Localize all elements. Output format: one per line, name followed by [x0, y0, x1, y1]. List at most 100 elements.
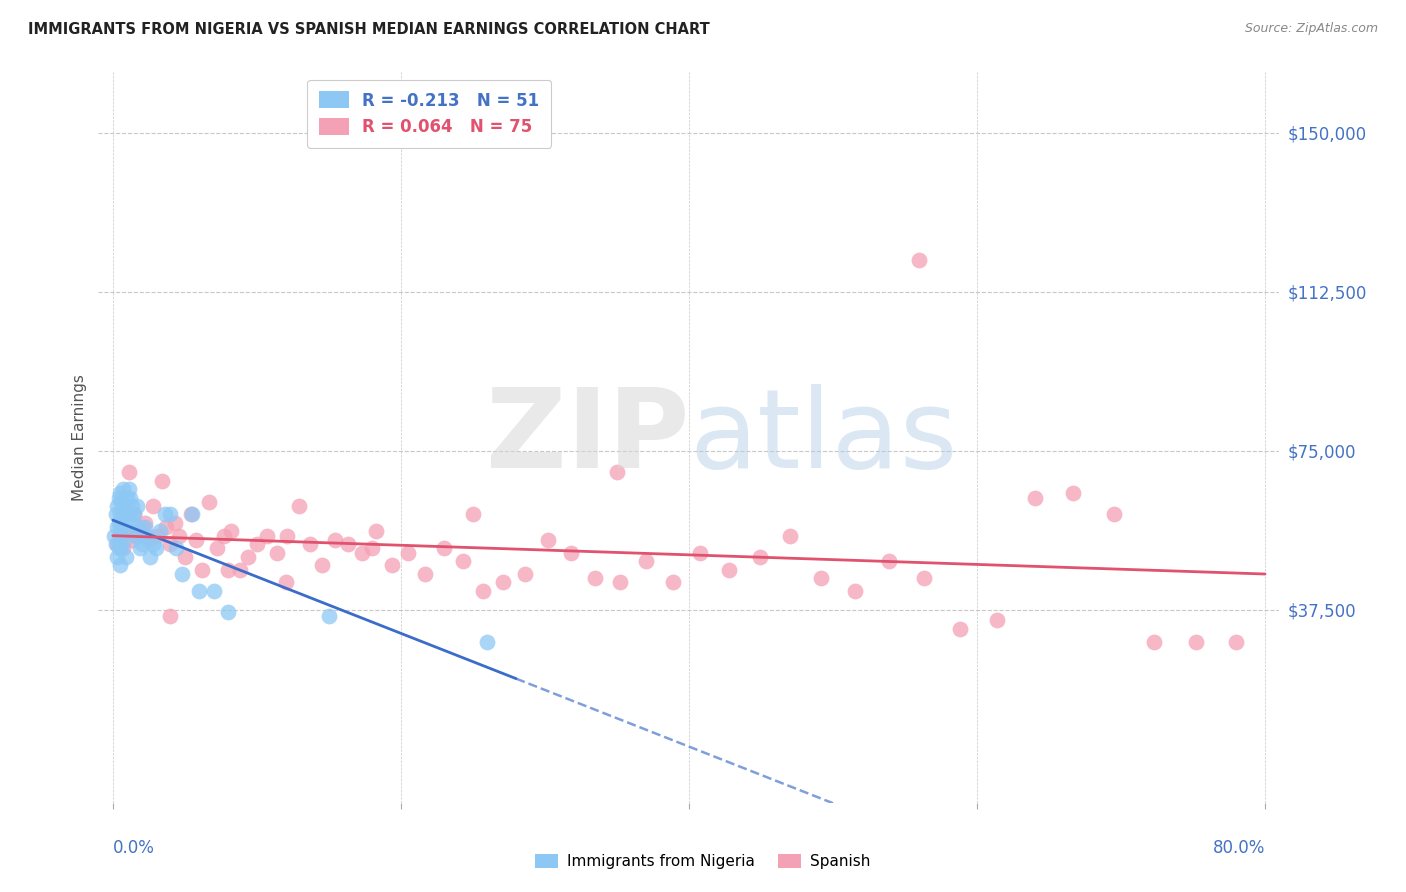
- Point: [256, 529, 278, 543]
- Point: [212, 529, 235, 543]
- Point: [779, 529, 801, 543]
- Point: [155, 520, 177, 534]
- Point: [112, 499, 135, 513]
- Legend: R = -0.213   N = 51, R = 0.064   N = 75: R = -0.213 N = 51, R = 0.064 N = 75: [308, 79, 551, 148]
- Point: [718, 563, 741, 577]
- Point: [112, 533, 135, 547]
- Point: [949, 622, 972, 636]
- Point: [108, 529, 131, 543]
- Point: [609, 575, 631, 590]
- Point: [104, 508, 127, 522]
- Point: [125, 529, 148, 543]
- Point: [986, 614, 1008, 628]
- Point: [107, 491, 129, 505]
- Point: [118, 465, 141, 479]
- Point: [217, 605, 239, 619]
- Point: [105, 499, 128, 513]
- Point: [748, 549, 770, 564]
- Point: [131, 520, 153, 534]
- Point: [1024, 491, 1046, 505]
- Point: [121, 499, 143, 513]
- Point: [124, 508, 146, 522]
- Point: [472, 583, 495, 598]
- Point: [238, 549, 260, 564]
- Point: [451, 554, 474, 568]
- Point: [124, 508, 146, 522]
- Point: [122, 516, 145, 530]
- Point: [908, 253, 931, 268]
- Point: [246, 537, 269, 551]
- Point: [202, 583, 225, 598]
- Point: [366, 524, 388, 539]
- Point: [121, 533, 143, 547]
- Point: [844, 583, 866, 598]
- Point: [381, 558, 404, 573]
- Point: [167, 529, 190, 543]
- Point: [127, 529, 149, 543]
- Point: [134, 516, 156, 530]
- Point: [198, 494, 221, 508]
- Point: [153, 508, 176, 522]
- Point: [111, 482, 134, 496]
- Point: [287, 499, 309, 513]
- Point: [118, 482, 141, 496]
- Point: [163, 516, 186, 530]
- Point: [217, 563, 239, 577]
- Point: [145, 541, 167, 556]
- Point: [361, 541, 384, 556]
- Point: [120, 491, 142, 505]
- Point: [115, 491, 138, 505]
- Point: [186, 533, 208, 547]
- Point: [110, 520, 132, 534]
- Point: [139, 549, 162, 564]
- Point: [111, 508, 134, 522]
- Point: [108, 486, 131, 500]
- Point: [1185, 634, 1208, 648]
- Point: [606, 465, 628, 479]
- Point: [107, 541, 129, 556]
- Point: [134, 520, 156, 534]
- Point: [170, 566, 193, 581]
- Point: [111, 541, 134, 556]
- Point: [912, 571, 935, 585]
- Point: [173, 549, 195, 564]
- Point: [1102, 508, 1125, 522]
- Point: [108, 529, 131, 543]
- Point: [159, 537, 181, 551]
- Point: [810, 571, 832, 585]
- Point: [188, 583, 211, 598]
- Point: [492, 575, 515, 590]
- Point: [181, 508, 204, 522]
- Point: [266, 546, 288, 560]
- Point: [110, 494, 132, 508]
- Text: IMMIGRANTS FROM NIGERIA VS SPANISH MEDIAN EARNINGS CORRELATION CHART: IMMIGRANTS FROM NIGERIA VS SPANISH MEDIA…: [28, 22, 710, 37]
- Point: [537, 533, 560, 547]
- Point: [396, 546, 419, 560]
- Point: [105, 549, 128, 564]
- Legend: Immigrants from Nigeria, Spanish: Immigrants from Nigeria, Spanish: [529, 848, 877, 875]
- Point: [118, 508, 141, 522]
- Point: [142, 537, 165, 551]
- Point: [138, 533, 160, 547]
- Point: [108, 558, 131, 573]
- Point: [433, 541, 456, 556]
- Point: [299, 537, 322, 551]
- Point: [150, 474, 173, 488]
- Text: 80.0%: 80.0%: [1213, 838, 1265, 857]
- Point: [115, 524, 138, 539]
- Point: [159, 508, 181, 522]
- Point: [560, 546, 582, 560]
- Point: [461, 508, 484, 522]
- Point: [689, 546, 711, 560]
- Point: [350, 546, 373, 560]
- Point: [114, 549, 136, 564]
- Point: [105, 537, 128, 551]
- Point: [149, 524, 172, 539]
- Point: [219, 524, 242, 539]
- Text: 0.0%: 0.0%: [112, 838, 155, 857]
- Point: [191, 563, 214, 577]
- Point: [477, 634, 499, 648]
- Point: [323, 533, 346, 547]
- Point: [127, 499, 149, 513]
- Point: [107, 516, 129, 530]
